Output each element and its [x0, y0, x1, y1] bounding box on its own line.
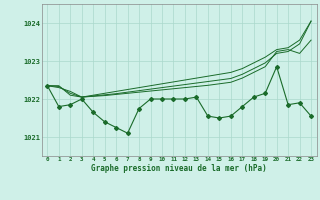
X-axis label: Graphe pression niveau de la mer (hPa): Graphe pression niveau de la mer (hPa)	[91, 164, 267, 173]
